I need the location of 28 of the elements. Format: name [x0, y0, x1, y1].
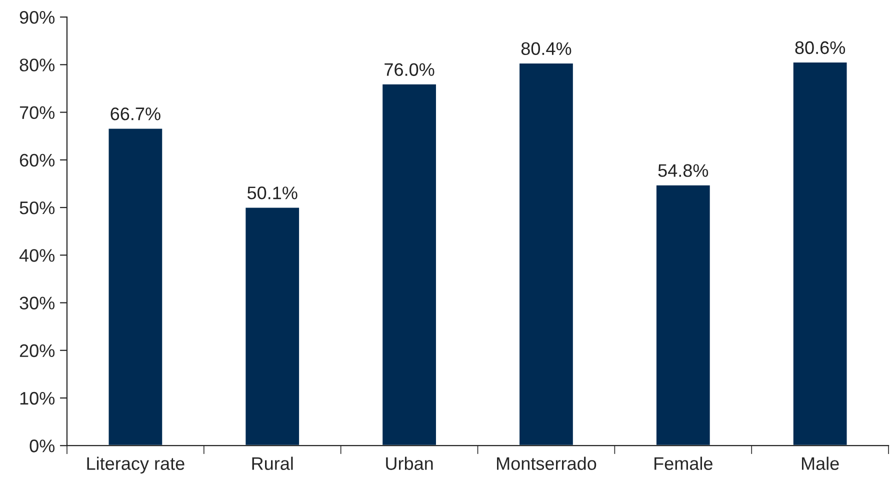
y-tick-label: 50%	[20, 201, 55, 214]
y-tick-label: 20%	[20, 344, 55, 358]
y-tick-label: 90%	[20, 10, 55, 24]
x-tick-label: Female	[654, 456, 712, 470]
x-tick-label: Urban	[386, 456, 433, 470]
y-tick-label: 60%	[20, 154, 55, 167]
x-tick-label: Literacy rate	[87, 456, 184, 474]
bar	[381, 83, 438, 446]
y-tick-label: 80%	[20, 58, 55, 72]
data-label: 76.0%	[384, 63, 434, 76]
data-label: 80.4%	[521, 42, 572, 56]
y-tick-label: 10%	[20, 392, 55, 405]
bar	[518, 62, 574, 446]
y-tick-label: 40%	[19, 249, 55, 262]
bar	[107, 127, 164, 446]
x-tick-label: Montserrado	[497, 456, 596, 470]
y-tick-label: 70%	[20, 106, 55, 119]
data-label: 80.6%	[795, 41, 846, 54]
bar	[655, 184, 712, 446]
data-label: 54.8%	[658, 164, 708, 177]
bar	[244, 206, 300, 446]
y-tick-label: 0%	[30, 440, 55, 452]
data-label: 66.7%	[110, 107, 160, 120]
data-label: 50.1%	[247, 186, 298, 200]
bar	[792, 61, 848, 446]
x-tick-label: Male	[802, 456, 839, 470]
x-tick-label: Rural	[252, 456, 293, 470]
y-tick-label: 30%	[20, 296, 55, 310]
